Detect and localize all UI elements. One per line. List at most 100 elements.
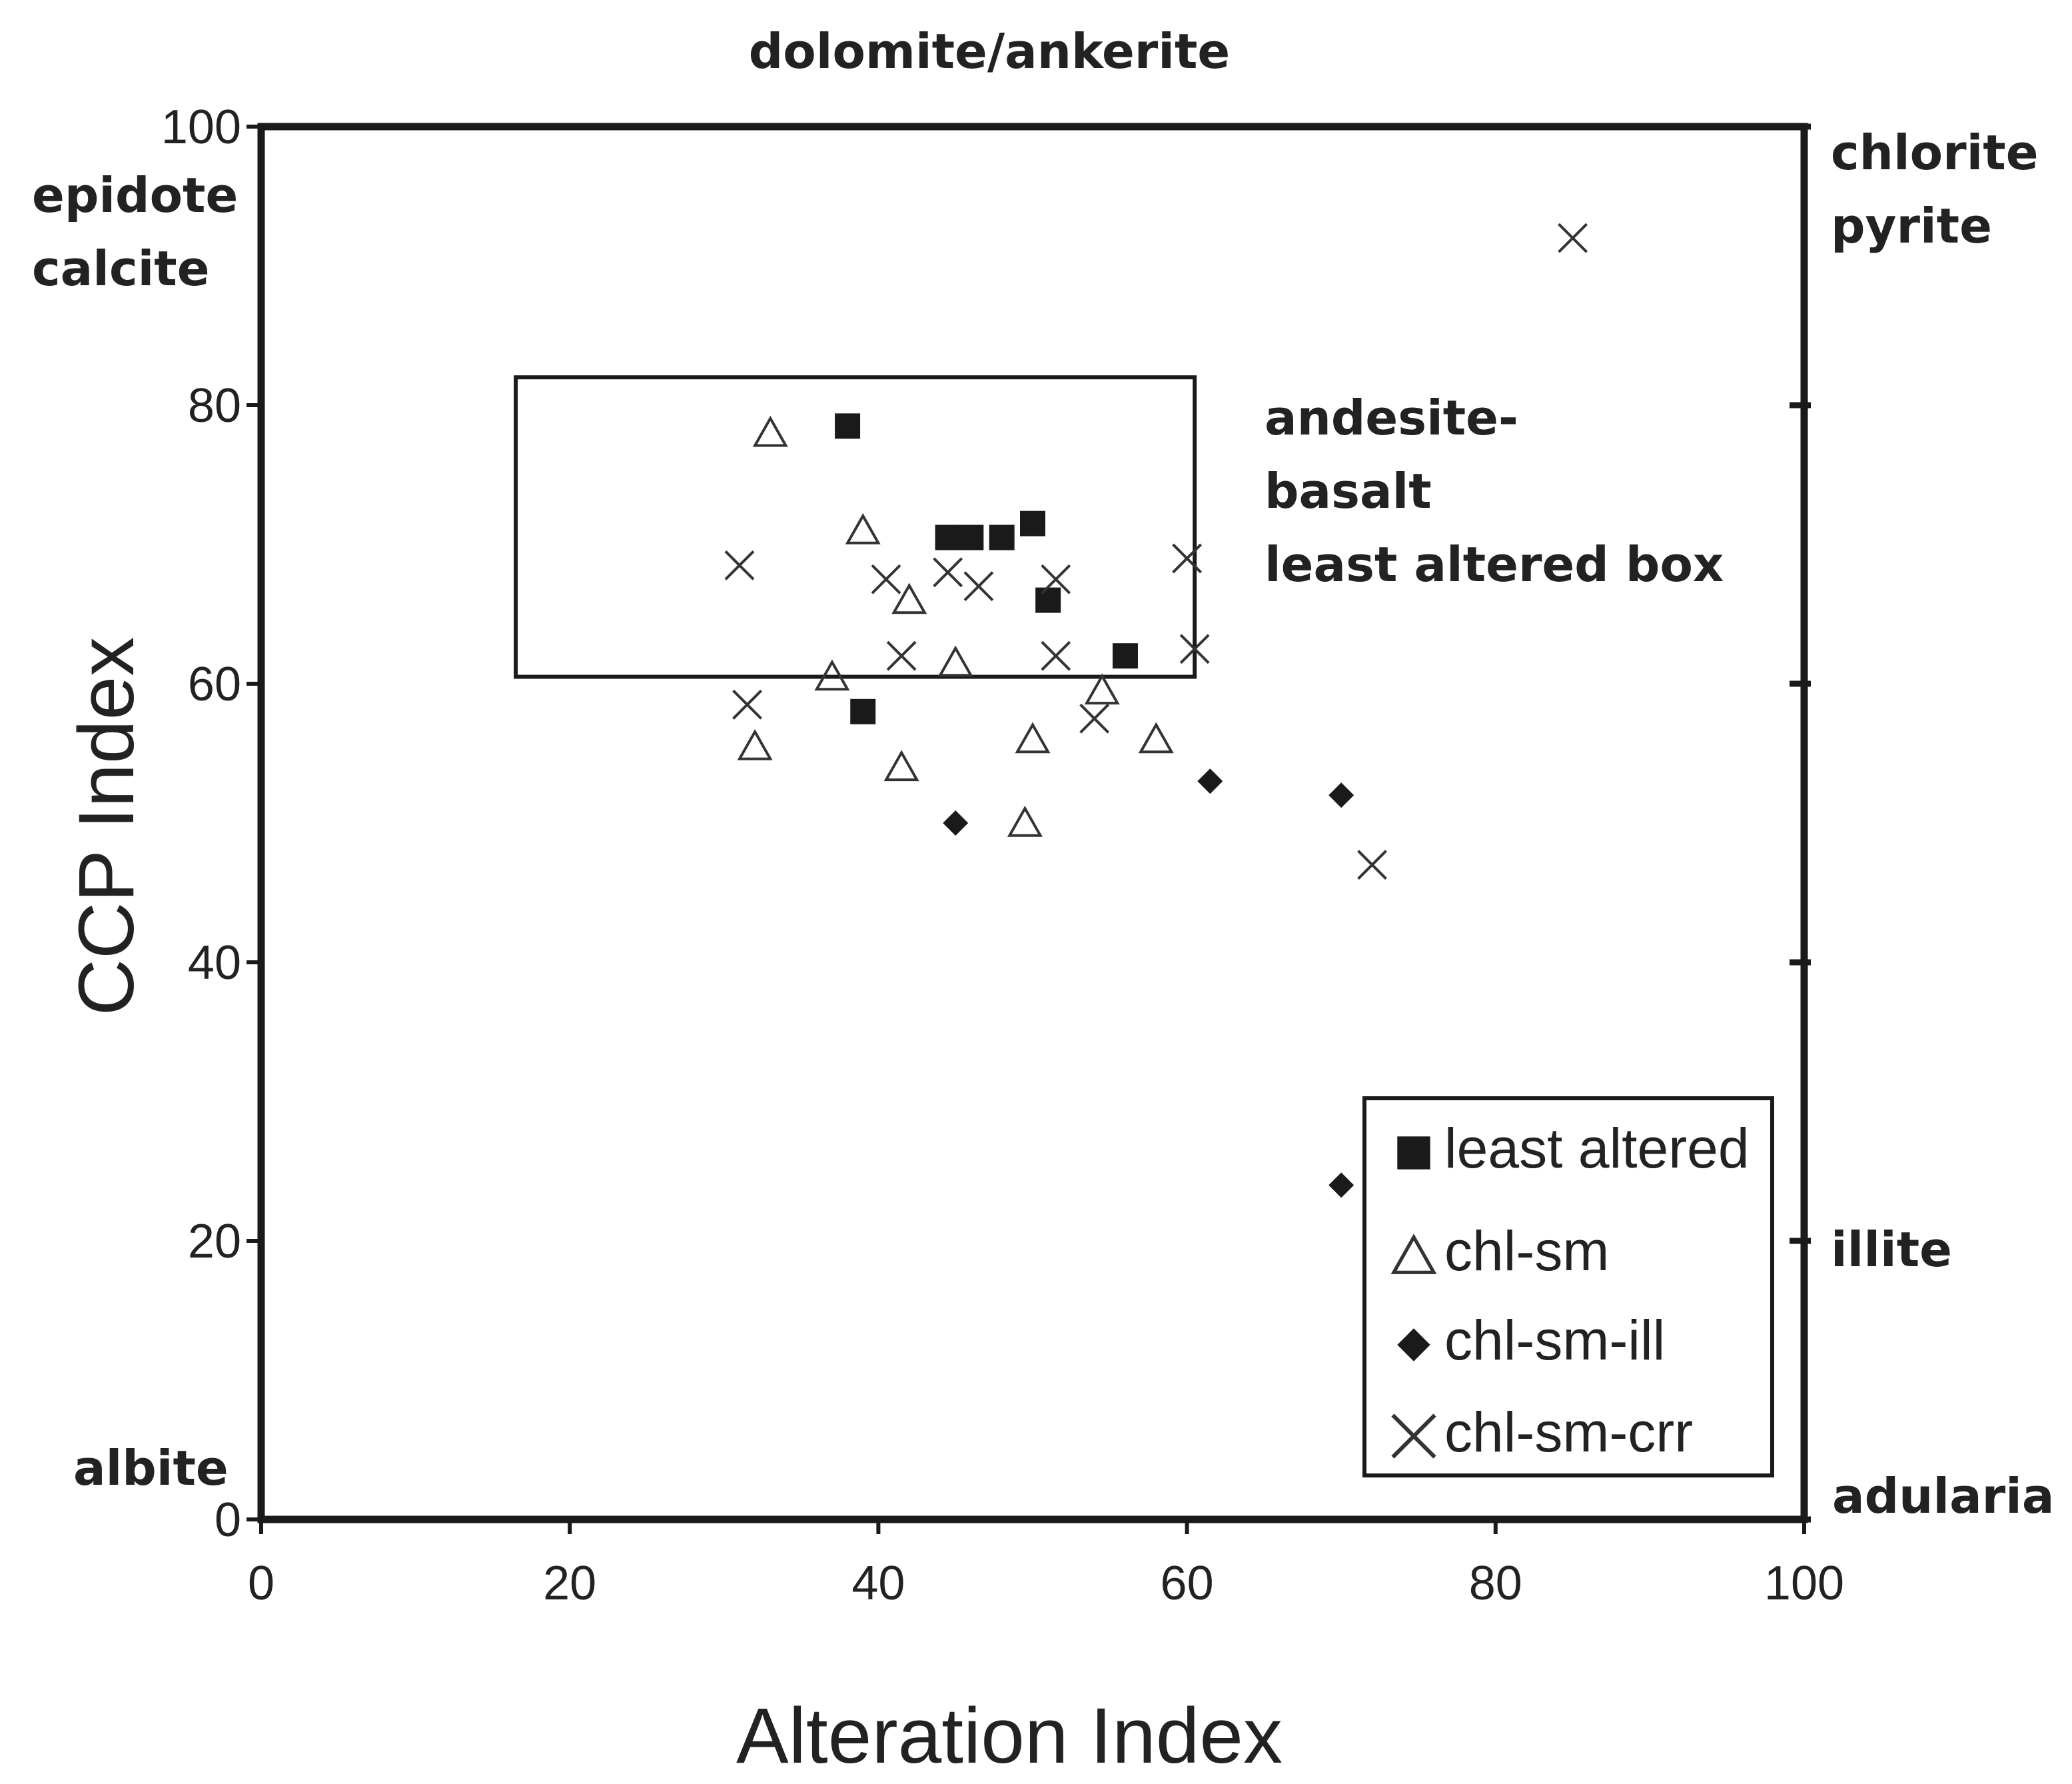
- square-mark: [1397, 1136, 1430, 1170]
- point-least-altered: [835, 413, 861, 439]
- point-least-altered: [958, 524, 984, 550]
- legend-marker-shape: [1397, 1136, 1430, 1170]
- x-mark-stroke: [1558, 223, 1588, 253]
- legend-marker-chl-sm: [1390, 1234, 1437, 1274]
- point-chl-sm: [1015, 722, 1051, 754]
- point-chl-sm-crr: [886, 640, 917, 671]
- label-adularia: adularia: [1832, 1468, 2054, 1524]
- box-label-line-2: basalt: [1265, 463, 1432, 519]
- point-chl-sm: [737, 728, 773, 760]
- point-chl-sm-ill: [1328, 1172, 1354, 1198]
- y-tick-label: 80: [188, 379, 241, 433]
- legend-frame: [1362, 1096, 1774, 1477]
- x-tick-label: 20: [543, 1557, 596, 1610]
- point-chl-sm-crr: [1558, 223, 1588, 253]
- point-chl-sm: [1084, 673, 1120, 705]
- x-mark-stroke: [1391, 1413, 1436, 1459]
- diamond-mark: [943, 810, 969, 836]
- point-chl-sm: [752, 415, 788, 447]
- point-chl-sm-crr: [732, 689, 762, 720]
- point-chl-sm-crr: [1079, 703, 1110, 734]
- x-mark-stroke: [1179, 634, 1210, 664]
- x-mark-stroke: [933, 557, 963, 588]
- data-points: [724, 223, 1588, 1198]
- x-mark-stroke: [724, 550, 755, 580]
- least-altered-box: [514, 375, 1197, 679]
- label-calcite: calcite: [32, 241, 210, 297]
- x-axis-ticks: 0 20 40 60 80 100: [248, 1519, 1844, 1610]
- point-least-altered: [1112, 643, 1138, 669]
- triangle-mark: [814, 659, 850, 691]
- legend-symbol: [1397, 1136, 1430, 1170]
- point-chl-sm: [1007, 805, 1043, 837]
- point-chl-sm-ill: [1197, 768, 1223, 794]
- point-chl-sm-crr: [871, 564, 901, 594]
- point-chl-sm: [883, 750, 919, 782]
- square-mark: [1112, 643, 1138, 669]
- y-tick-label: 100: [161, 101, 241, 154]
- point-chl-sm-crr: [1041, 564, 1071, 594]
- y-tick-label: 60: [188, 658, 241, 711]
- x-mark-stroke: [732, 689, 762, 720]
- point-chl-sm: [891, 582, 927, 614]
- y-tick-label: 20: [188, 1215, 241, 1268]
- label-albite: albite: [73, 1440, 229, 1496]
- triangle-mark: [891, 582, 927, 614]
- legend-marker-least-altered: [1397, 1136, 1430, 1170]
- point-chl-sm-ill: [1328, 782, 1354, 808]
- x-tick-label: 0: [248, 1557, 274, 1610]
- legend-label-least-altered: least altered: [1444, 1117, 1750, 1180]
- x-mark-stroke: [1079, 703, 1110, 734]
- legend-symbol: [1390, 1234, 1437, 1274]
- point-least-altered: [1020, 510, 1045, 536]
- triangle-mark: [845, 513, 881, 544]
- triangle-mark: [737, 728, 773, 760]
- legend-marker-shape: [1391, 1413, 1436, 1459]
- y-tick-label: 0: [215, 1493, 241, 1547]
- y-axis-ticks: 0 20 40 60 80 100: [161, 101, 261, 1547]
- point-chl-sm: [937, 645, 973, 677]
- square-mark: [1020, 510, 1045, 536]
- legend-marker-shape: [1390, 1234, 1437, 1274]
- label-pyrite: pyrite: [1831, 198, 1992, 254]
- point-least-altered: [989, 524, 1015, 550]
- label-dolomite-ankerite: dolomite/ankerite: [749, 23, 1230, 79]
- point-chl-sm-ill: [943, 810, 969, 836]
- x-mark-stroke: [1041, 640, 1071, 671]
- point-chl-sm: [814, 659, 850, 691]
- triangle-mark: [1007, 805, 1043, 837]
- diamond-mark: [1328, 1172, 1354, 1198]
- diamond-mark: [1328, 782, 1354, 808]
- x-mark-stroke: [871, 564, 901, 594]
- point-chl-sm: [1138, 722, 1174, 754]
- point-chl-sm-crr: [1041, 640, 1071, 671]
- legend-label-chl-sm-crr: chl-sm-crr: [1444, 1401, 1693, 1463]
- x-mark-stroke: [1357, 850, 1387, 880]
- triangle-mark: [1015, 722, 1051, 754]
- point-least-altered: [1035, 587, 1061, 613]
- legend-marker-chl-sm-crr: [1391, 1413, 1436, 1459]
- x-mark-stroke: [1172, 543, 1203, 574]
- point-chl-sm-crr: [1357, 850, 1387, 880]
- square-mark: [935, 524, 961, 550]
- triangle-mark: [1084, 673, 1120, 705]
- x-tick-label: 60: [1161, 1557, 1214, 1610]
- square-mark: [958, 524, 984, 550]
- point-least-altered: [850, 698, 876, 724]
- box-label-line-1: andesite-: [1265, 390, 1518, 446]
- square-mark: [989, 524, 1015, 550]
- diamond-mark: [1197, 768, 1223, 794]
- legend-label-chl-sm-ill: chl-sm-ill: [1444, 1309, 1665, 1371]
- x-tick-label: 100: [1764, 1557, 1844, 1610]
- triangle-mark: [752, 415, 788, 447]
- x-mark-stroke: [1041, 564, 1071, 594]
- point-chl-sm-crr: [933, 557, 963, 588]
- right-axis-ticks: [1790, 123, 1811, 1523]
- legend: least altered chl-sm chl-sm-ill chl-sm-c…: [1362, 1096, 1774, 1477]
- point-least-altered: [935, 524, 961, 550]
- label-chlorite: chlorite: [1831, 125, 2039, 181]
- y-axis-title: CCP Index: [63, 637, 151, 1016]
- plot-frame: [257, 123, 1808, 1523]
- label-illite: illite: [1831, 1222, 1952, 1278]
- x-tick-label: 80: [1469, 1557, 1522, 1610]
